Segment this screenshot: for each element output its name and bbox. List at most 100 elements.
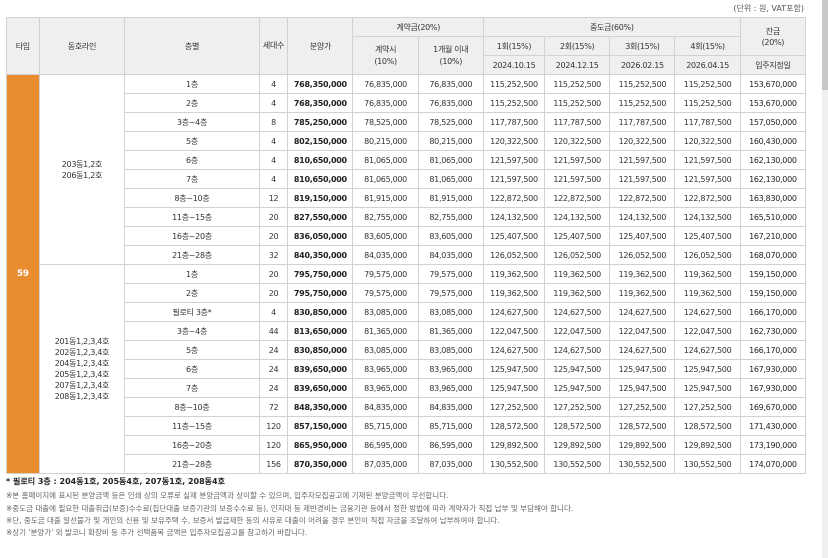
header-contract-1m: 1개월 이내 (10%) — [417, 36, 484, 75]
cell-c1: 83,085,000 — [352, 302, 419, 322]
cell-hh: 12 — [258, 188, 289, 208]
cell-floor: 5층 — [124, 131, 260, 151]
cell-price: 810,650,000 — [287, 169, 354, 189]
footnote-3: ※단, 중도금 대출 알선불가 및 개인의 신용 및 보유주택 수, 보증서 발… — [6, 515, 500, 525]
cell-m3: 125,407,500 — [609, 226, 676, 246]
cell-price: 802,150,000 — [287, 131, 354, 151]
cell-c1: 83,085,000 — [352, 340, 419, 360]
cell-m2: 122,872,500 — [544, 188, 611, 208]
cell-c2: 84,035,000 — [417, 245, 484, 265]
cell-hh: 4 — [258, 93, 289, 113]
cell-m3: 122,047,500 — [609, 321, 676, 341]
unit-note: (단위 : 원, VAT포함) — [733, 4, 804, 13]
cell-m2: 130,552,500 — [544, 454, 611, 474]
cell-floor: 21층~28층 — [124, 245, 260, 265]
cell-c2: 85,715,000 — [417, 416, 484, 436]
cell-m1: 122,872,500 — [482, 188, 546, 208]
cell-bal: 157,050,000 — [739, 112, 807, 132]
header-m2: 2회(15%) — [544, 36, 611, 56]
cell-c1: 87,035,000 — [352, 454, 419, 474]
cell-floor: 3층~4층 — [124, 112, 260, 132]
cell-floor: 8층~10층 — [124, 397, 260, 417]
cell-m4: 120,322,500 — [674, 131, 741, 151]
scrollbar-thumb[interactable] — [822, 0, 828, 90]
cell-price: 819,150,000 — [287, 188, 354, 208]
cell-m2: 119,362,500 — [544, 283, 611, 303]
cell-hh: 72 — [258, 397, 289, 417]
cell-m4: 119,362,500 — [674, 264, 741, 284]
table-row: 11층~15층 120 857,150,000 85,715,000 85,715,00… — [7, 416, 807, 436]
cell-bal: 166,170,000 — [739, 340, 807, 360]
cell-price: 827,550,000 — [287, 207, 354, 227]
cell-m1: 125,947,500 — [482, 359, 546, 379]
cell-m3: 120,322,500 — [609, 131, 676, 151]
cell-bal: 162,730,000 — [739, 321, 807, 341]
cell-c1: 78,525,000 — [352, 112, 419, 132]
cell-c2: 83,085,000 — [417, 302, 484, 322]
cell-m4: 122,047,500 — [674, 321, 741, 341]
cell-m2: 120,322,500 — [544, 131, 611, 151]
cell-m1: 127,252,500 — [482, 397, 546, 417]
table-row: 11층~15층 20 827,550,000 82,755,000 82,755,000… — [7, 207, 807, 227]
cell-floor: 5층 — [124, 340, 260, 360]
cell-floor: 1층 — [124, 264, 260, 284]
cell-m1: 125,947,500 — [482, 378, 546, 398]
scrollbar[interactable] — [822, 0, 828, 558]
cell-m2: 128,572,500 — [544, 416, 611, 436]
dongline-group-a: 203동1,2호 206동1,2호 — [38, 74, 126, 265]
header-dongline: 동호라인 — [38, 17, 126, 75]
cell-floor: 2층 — [124, 93, 260, 113]
cell-floor: 7층 — [124, 378, 260, 398]
cell-m4: 125,947,500 — [674, 359, 741, 379]
cell-m4: 119,362,500 — [674, 283, 741, 303]
cell-c2: 83,605,000 — [417, 226, 484, 246]
price-table: 타입 동호라인 층별 세대수 분양가 계약금(20%) 중도금(60%) 잔금 … — [6, 17, 807, 474]
cell-c1: 83,965,000 — [352, 359, 419, 379]
cell-m2: 124,132,500 — [544, 207, 611, 227]
cell-m4: 122,872,500 — [674, 188, 741, 208]
cell-floor: 7층 — [124, 169, 260, 189]
header-m4: 4회(15%) — [674, 36, 741, 56]
cell-price: 795,750,000 — [287, 264, 354, 284]
cell-m3: 122,872,500 — [609, 188, 676, 208]
cell-m2: 117,787,500 — [544, 112, 611, 132]
cell-m3: 121,597,500 — [609, 150, 676, 170]
cell-price: 839,650,000 — [287, 359, 354, 379]
cell-c1: 83,965,000 — [352, 378, 419, 398]
cell-m3: 115,252,500 — [609, 93, 676, 113]
cell-hh: 32 — [258, 245, 289, 265]
cell-price: 768,350,000 — [287, 74, 354, 94]
cell-floor: 1층 — [124, 74, 260, 94]
cell-m1: 126,052,500 — [482, 245, 546, 265]
table-row: 59 203동1,2호 206동1,2호 1층 4 768,350,000 76,835,… — [6, 74, 807, 474]
cell-m1: 122,047,500 — [482, 321, 546, 341]
cell-hh: 20 — [258, 264, 289, 284]
cell-price: 810,650,000 — [287, 150, 354, 170]
cell-m4: 115,252,500 — [674, 74, 741, 94]
cell-hh: 4 — [258, 302, 289, 322]
table-row: 16층~20층 120 865,950,000 86,595,000 86,595,00… — [7, 435, 807, 455]
cell-hh: 8 — [258, 112, 289, 132]
cell-bal: 167,210,000 — [739, 226, 807, 246]
cell-c1: 79,575,000 — [352, 283, 419, 303]
cell-price: 865,950,000 — [287, 435, 354, 455]
cell-price: 830,850,000 — [287, 340, 354, 360]
table-row: 2층 20 795,750,000 79,575,000 79,575,000 119,3… — [7, 283, 807, 303]
footnotes: * 필로티 3층 : 204동1호, 205동4호, 207동1호, 208동4… — [6, 476, 573, 539]
cell-c2: 80,215,000 — [417, 131, 484, 151]
cell-m2: 124,627,500 — [544, 302, 611, 322]
header-d3: 2026.02.15 — [609, 55, 676, 75]
table-row: 16층~20층 20 836,050,000 83,605,000 83,605,000… — [7, 226, 807, 246]
cell-hh: 24 — [258, 359, 289, 379]
cell-m3: 124,627,500 — [609, 302, 676, 322]
cell-c1: 85,715,000 — [352, 416, 419, 436]
cell-hh: 20 — [258, 207, 289, 227]
header-d4: 2026.04.15 — [674, 55, 741, 75]
cell-m3: 130,552,500 — [609, 454, 676, 474]
cell-m4: 124,627,500 — [674, 340, 741, 360]
cell-m2: 125,947,500 — [544, 359, 611, 379]
cell-price: 870,350,000 — [287, 454, 354, 474]
cell-bal: 171,430,000 — [739, 416, 807, 436]
table-row: 201동1,2,3,4호 202동1,2,3,4호 204동1,2,3,4호 2… — [7, 264, 807, 474]
header-middle: 중도금(60%) — [482, 17, 741, 37]
